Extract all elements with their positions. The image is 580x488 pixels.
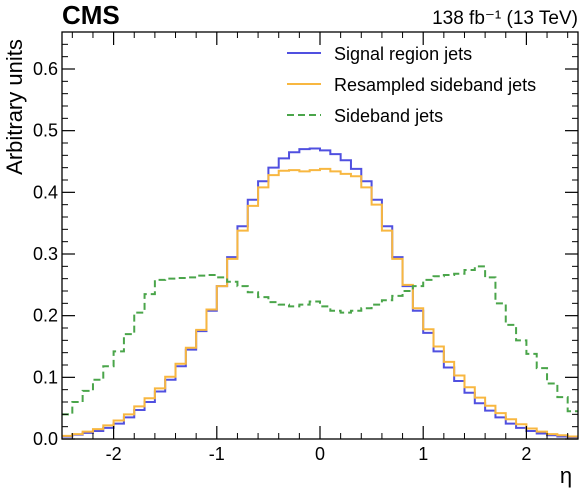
- legend-label-2: Sideband jets: [334, 106, 443, 126]
- x-tick-label: 0: [315, 444, 325, 464]
- luminosity-label: 138 fb⁻¹ (13 TeV): [432, 8, 578, 29]
- x-tick-label: -2: [106, 444, 122, 464]
- series-line-0: [62, 147, 578, 439]
- x-tick-label: 1: [418, 444, 428, 464]
- y-axis-label: Arbitrary units: [2, 39, 27, 175]
- plot-area: -2 -1 0 1 2 0.0 0.1 0.2 0.3 0.4 0.5 0.6: [33, 31, 579, 464]
- legend: Signal region jets Resampled sideband jet…: [287, 44, 536, 126]
- x-tick-label: -1: [209, 444, 225, 464]
- experiment-label: CMS: [62, 0, 120, 30]
- y-tick-label: 0.1: [33, 367, 58, 387]
- legend-label-1: Resampled sideband jets: [334, 75, 536, 95]
- series-line-1: [62, 167, 578, 438]
- legend-label-0: Signal region jets: [334, 44, 472, 64]
- x-axis-label: η: [560, 463, 572, 488]
- y-tick-label: 0.2: [33, 306, 58, 326]
- y-tick-label: 0.5: [33, 121, 58, 141]
- y-tick-label: 0.0: [33, 429, 58, 449]
- y-tick-label: 0.4: [33, 182, 58, 202]
- series-line-2: [62, 265, 578, 416]
- y-tick-label: 0.3: [33, 244, 58, 264]
- x-tick-label: 2: [521, 444, 531, 464]
- y-tick-label: 0.6: [33, 59, 58, 79]
